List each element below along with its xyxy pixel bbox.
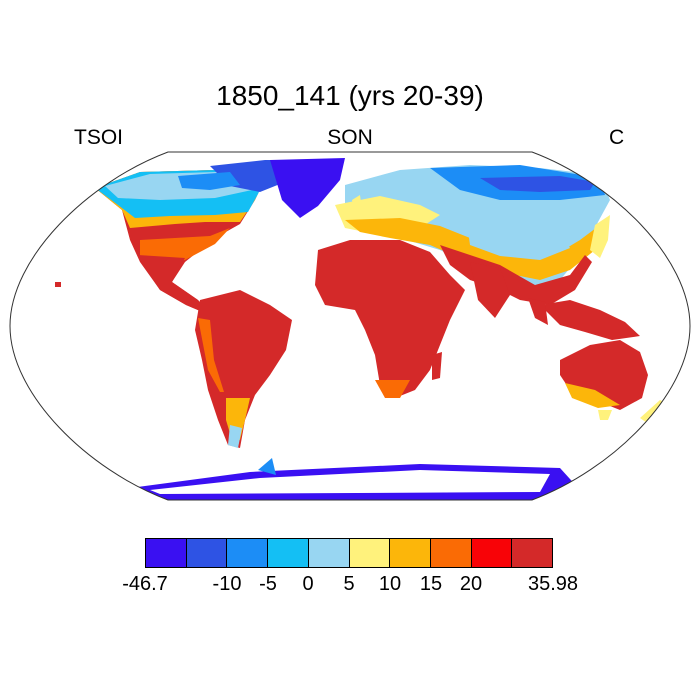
colorbar-label: -5 [259,573,277,595]
colorbar-label: 10 [378,573,402,595]
africa [315,240,465,398]
colorbar-box [390,539,431,567]
madagascar [432,352,442,380]
colorbar-label: -46.7 [122,573,168,595]
units-label: C [609,126,625,149]
greenland [270,158,345,218]
colorbar-label: -10 [212,573,242,595]
colorbar [145,538,553,568]
south-america [195,290,292,448]
map-outline [9,151,691,501]
colorbar-box [512,539,553,567]
colorbar-box [268,539,309,567]
colorbar-box [227,539,269,567]
colorbar-label: 5 [343,573,355,595]
colorbar-label: 20 [459,573,483,595]
colorbar-box [186,539,228,567]
colorbar-box [349,539,391,567]
colorbar-box [430,539,472,567]
season-label: SON [327,126,373,149]
land-temperature-field [55,158,668,500]
colorbar-box [471,539,513,567]
colorbar-label: 15 [419,573,443,595]
colorbar-box [146,539,187,567]
variable-label: TSOI [74,126,124,149]
colorbar-box [308,539,350,567]
map-title: 1850_141 (yrs 20-39) [216,80,484,111]
colorbar-label: 35.98 [527,573,579,595]
colorbar-label: 0 [302,573,314,595]
